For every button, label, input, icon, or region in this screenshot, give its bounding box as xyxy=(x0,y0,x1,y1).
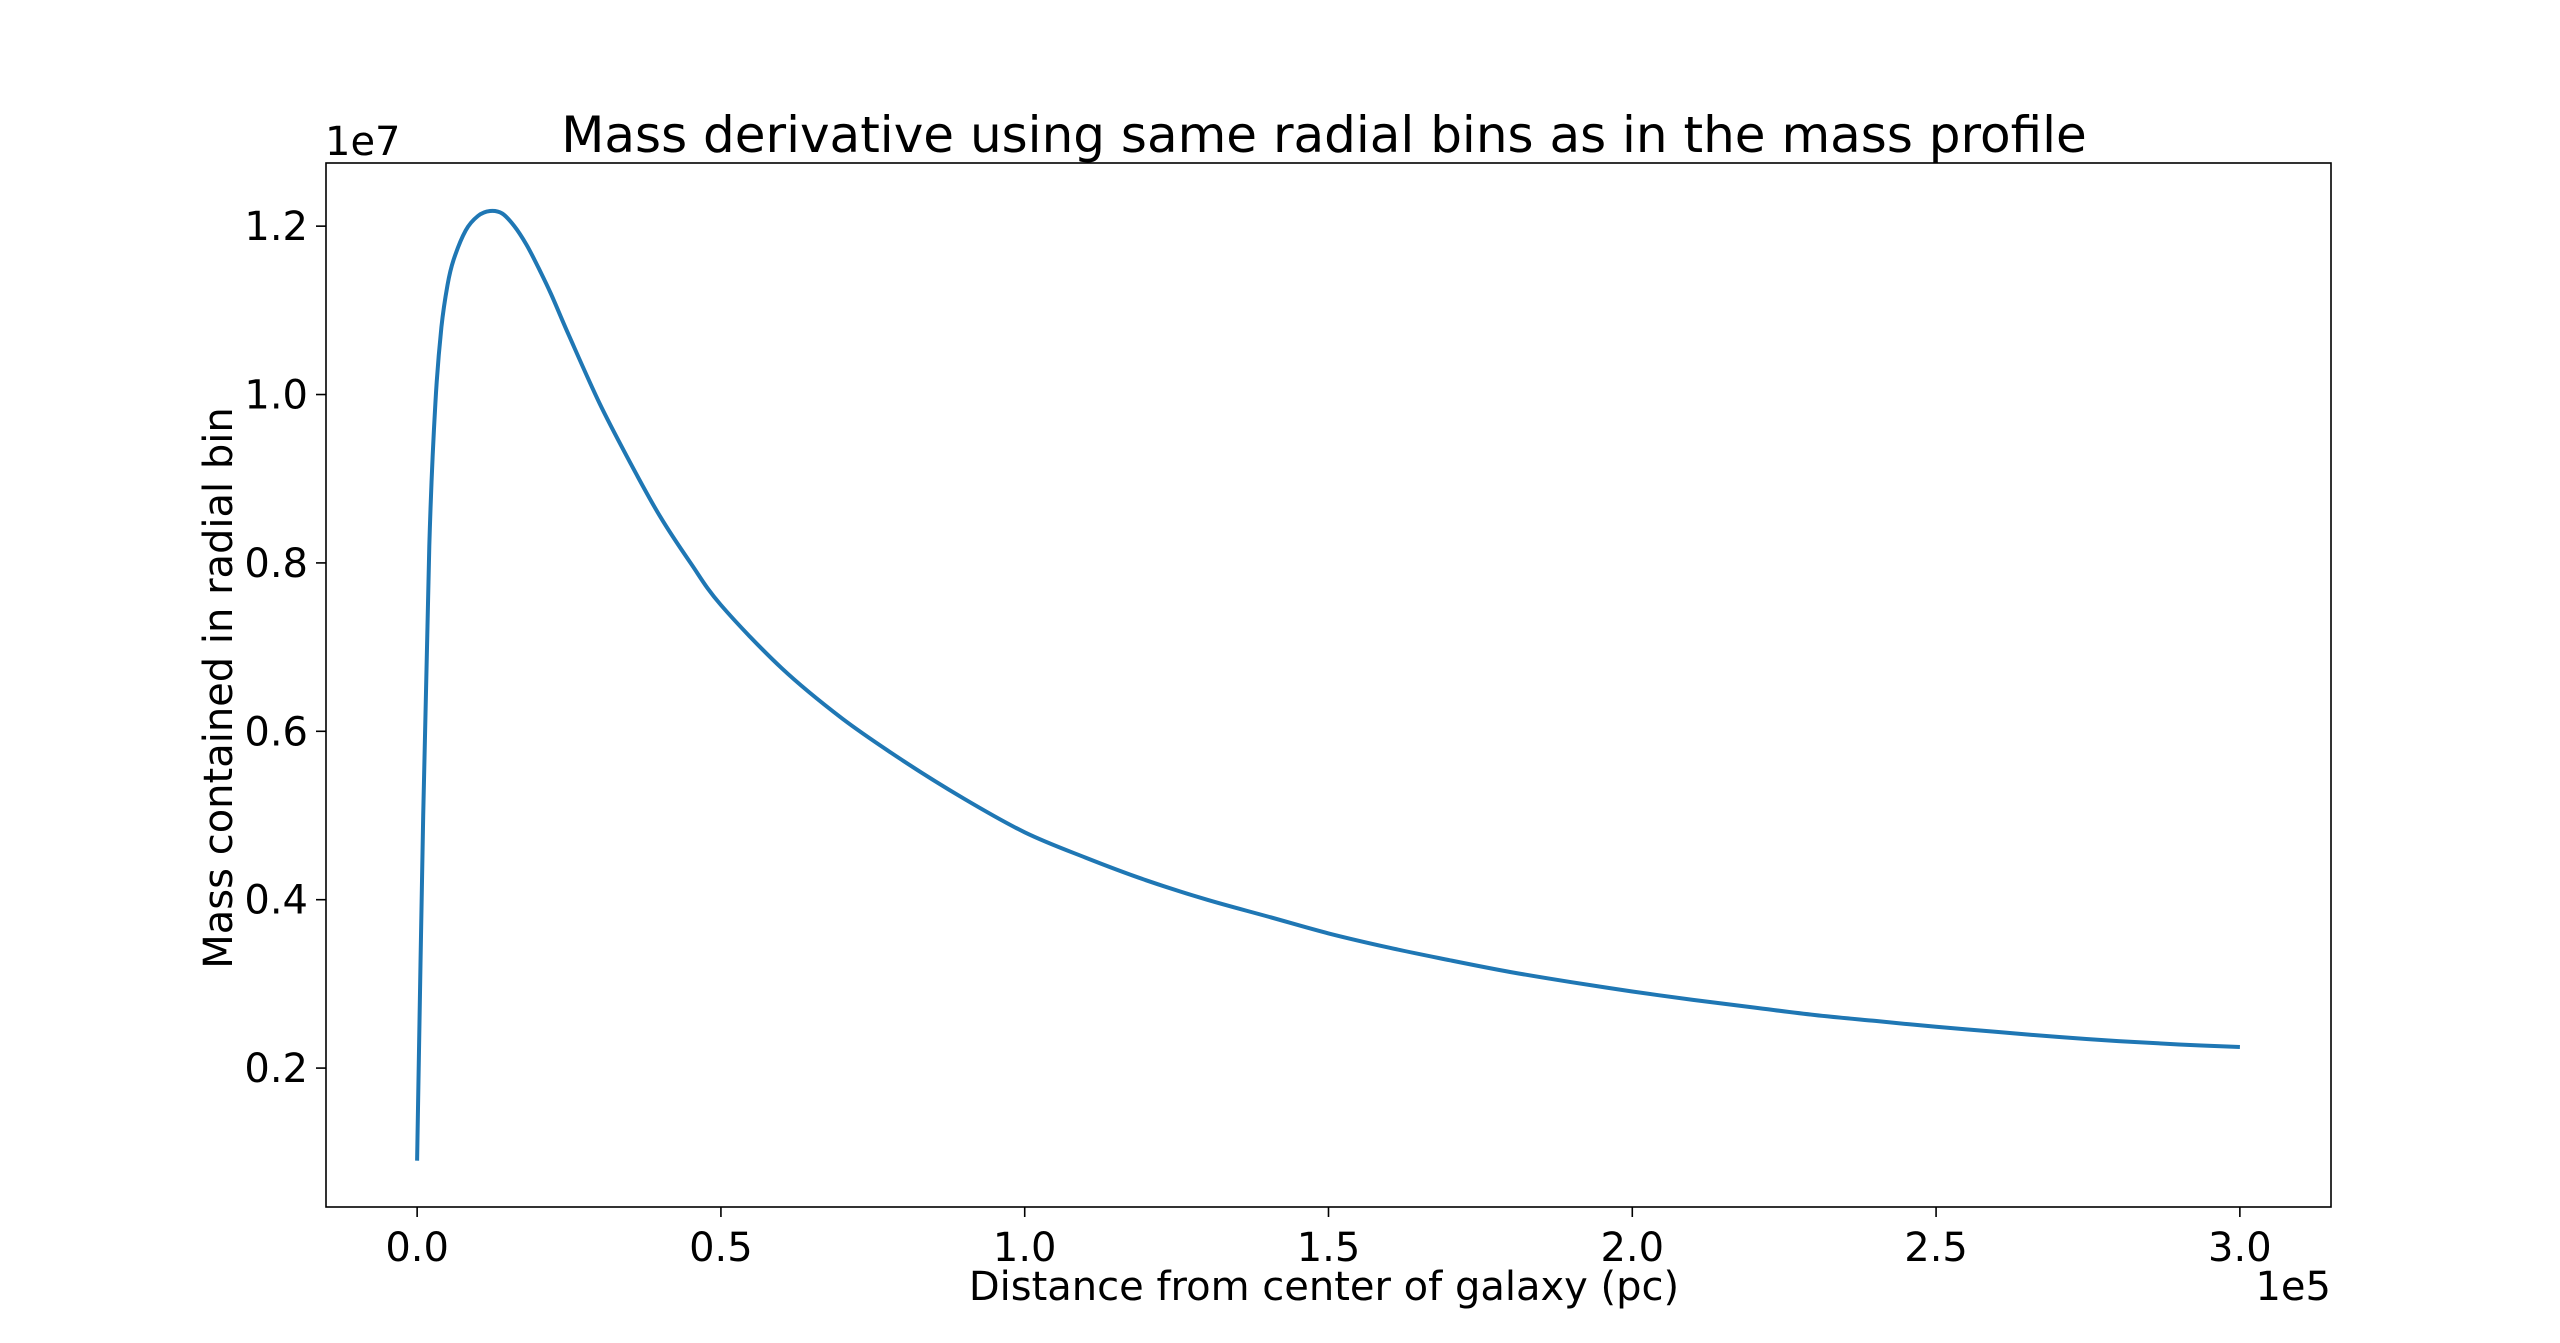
y-tick-label: 0.2 xyxy=(244,1046,308,1092)
y-tick-label: 1.0 xyxy=(244,373,308,419)
x-tick-label: 1.5 xyxy=(1297,1225,1361,1271)
x-axis-ticks: 0.0 0.5 1.0 1.5 2.0 2.5 3.0 xyxy=(385,1207,2272,1271)
x-tick-label: 2.0 xyxy=(1600,1225,1664,1271)
x-tick-label: 2.5 xyxy=(1904,1225,1968,1271)
y-tick-label: 1.2 xyxy=(244,204,308,250)
x-tick-label: 1.0 xyxy=(993,1225,1057,1271)
x-tick-label: 0.5 xyxy=(689,1225,753,1271)
x-axis-offset-label: 1e5 xyxy=(2255,1264,2331,1310)
x-tick-label: 0.0 xyxy=(385,1225,449,1271)
y-tick-label: 0.4 xyxy=(244,878,308,924)
plot-area-frame xyxy=(325,162,2332,1208)
y-axis-ticks: 0.2 0.4 0.6 0.8 1.0 1.2 xyxy=(244,204,326,1092)
y-axis-label: Mass contained in radial bin xyxy=(196,407,242,968)
y-tick-label: 0.6 xyxy=(244,709,308,755)
series-line xyxy=(415,208,2240,1161)
x-tick-label: 3.0 xyxy=(2208,1225,2272,1271)
chart-title: Mass derivative using same radial bins a… xyxy=(561,106,2087,164)
y-axis-offset-label: 1e7 xyxy=(325,119,401,165)
x-axis-label: Distance from center of galaxy (pc) xyxy=(969,1264,1679,1310)
y-tick-label: 0.8 xyxy=(244,541,308,587)
